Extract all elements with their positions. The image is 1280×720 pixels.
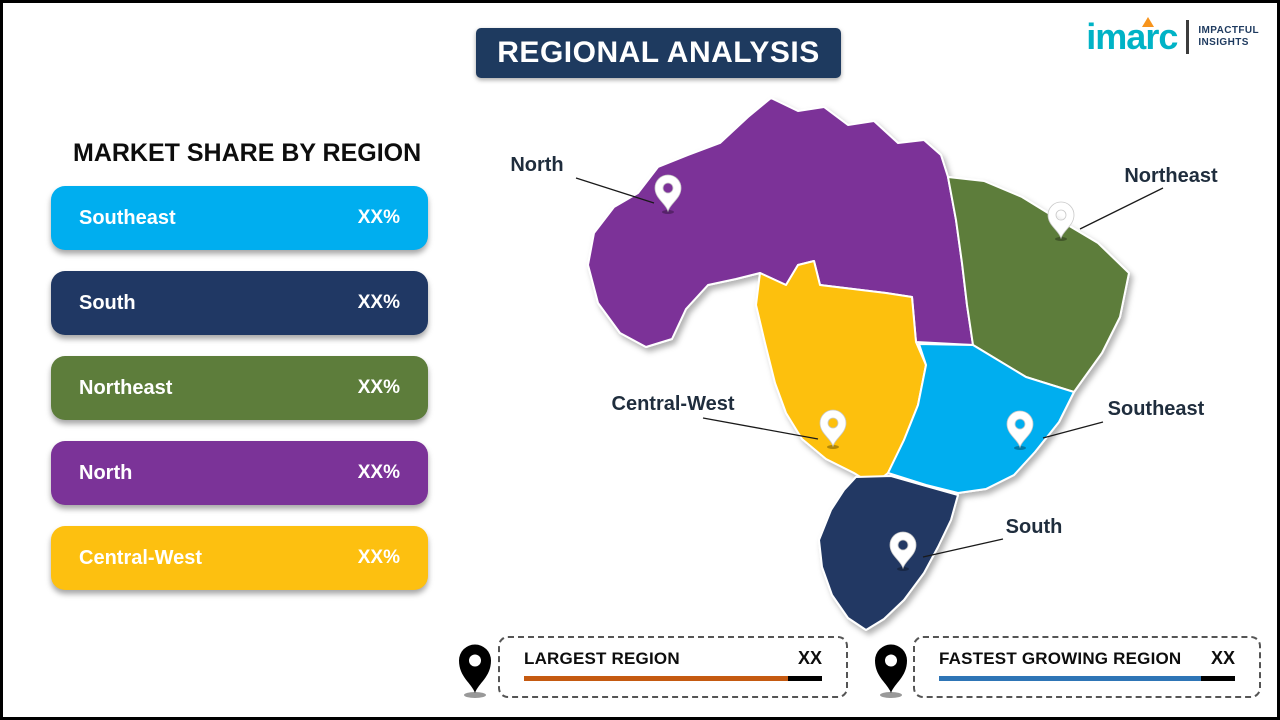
logo-brand-wrap: imarc xyxy=(1086,16,1178,57)
largest-region-value: XX xyxy=(797,648,822,668)
bar-label: North xyxy=(79,461,133,484)
bar-label: Southeast xyxy=(79,206,176,229)
largest-region-pin-icon xyxy=(459,644,491,698)
underline-main xyxy=(524,676,788,681)
underline-end xyxy=(1201,676,1235,681)
bar-value: XX% xyxy=(357,292,400,313)
fastest-growing-region-label: FASTEST GROWING REGION xyxy=(939,649,1182,668)
map-region-south xyxy=(818,475,959,631)
map-pin-central-west xyxy=(819,409,847,449)
leader-line-north xyxy=(575,177,655,204)
market-share-list: Southeast XX% South XX% Northeast XX% No… xyxy=(51,186,428,611)
imarc-logo: imarc IMPACTFUL INSIGHTS xyxy=(1086,16,1259,57)
largest-region-card: LARGEST REGION XX xyxy=(498,636,848,698)
map-pin-south xyxy=(889,531,917,571)
fastest-growing-region-card: FASTEST GROWING REGION XX xyxy=(913,636,1261,698)
bar-value: XX% xyxy=(357,207,400,228)
leader-line-central-west xyxy=(702,417,819,440)
map-label-northeast: Northeast xyxy=(1124,165,1218,187)
logo-divider xyxy=(1186,20,1190,54)
largest-region-underline xyxy=(524,676,822,681)
market-share-bar-northeast: Northeast XX% xyxy=(51,356,428,420)
bar-value: XX% xyxy=(357,547,400,568)
leader-line-south xyxy=(922,538,1004,558)
map-label-southeast: Southeast xyxy=(1108,398,1205,420)
bar-label: Northeast xyxy=(79,376,173,399)
map-region-northeast xyxy=(947,176,1130,393)
map-pin-north xyxy=(654,174,682,214)
brazil-map-area: North Northeast Central-West Southeast S… xyxy=(458,83,1273,653)
market-share-bar-central-west: Central-West XX% xyxy=(51,526,428,590)
bar-value: XX% xyxy=(357,462,400,483)
logo-tagline-line2: INSIGHTS xyxy=(1198,37,1249,48)
page-title: REGIONAL ANALYSIS xyxy=(476,28,841,78)
map-label-south: South xyxy=(1006,516,1063,538)
fastest-growing-pin-icon xyxy=(875,644,907,698)
bar-label: South xyxy=(79,291,136,314)
underline-end xyxy=(788,676,822,681)
market-share-bar-southeast: Southeast XX% xyxy=(51,186,428,250)
map-pin-southeast xyxy=(1006,410,1034,450)
leader-line-northeast xyxy=(1079,187,1164,230)
map-region-southeast xyxy=(887,343,1075,494)
leader-line-southeast xyxy=(1042,421,1104,439)
fastest-growing-region-value: XX xyxy=(1210,648,1235,668)
map-label-north: North xyxy=(510,154,563,176)
market-share-bar-south: South XX% xyxy=(51,271,428,335)
bar-label: Central-West xyxy=(79,546,202,569)
bar-value: XX% xyxy=(357,377,400,398)
brazil-map: North Northeast Central-West Southeast S… xyxy=(510,97,1218,631)
underline-main xyxy=(939,676,1201,681)
logo-tagline: IMPACTFUL INSIGHTS xyxy=(1198,25,1259,50)
logo-accent-icon xyxy=(1142,17,1155,27)
map-label-central-west: Central-West xyxy=(612,393,735,415)
logo-brand-text: imarc xyxy=(1086,16,1178,57)
logo-tagline-line1: IMPACTFUL xyxy=(1198,24,1259,36)
map-pin-northeast xyxy=(1047,201,1075,241)
market-share-heading: MARKET SHARE BY REGION xyxy=(73,139,422,167)
fastest-growing-underline xyxy=(939,676,1235,681)
largest-region-label: LARGEST REGION xyxy=(524,649,680,668)
market-share-bar-north: North XX% xyxy=(51,441,428,505)
